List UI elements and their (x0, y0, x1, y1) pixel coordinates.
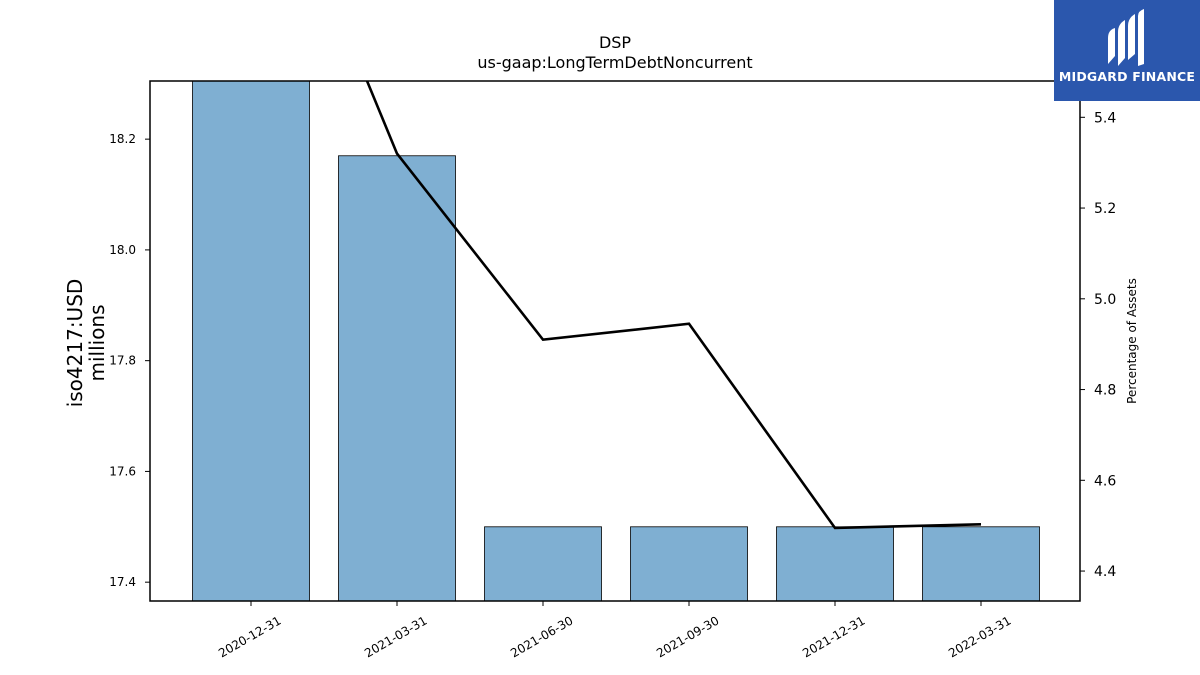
bar-2021-06-30 (484, 526, 602, 601)
y-axis-label: iso4217:USDmillions (63, 279, 109, 408)
x-tick-label: 2021-09-30 (654, 613, 721, 660)
y-tick-label: 18.0 (109, 243, 136, 257)
x-tick-label: 2020-12-31 (216, 613, 283, 660)
y-tick-label: 17.6 (109, 464, 136, 478)
y2-tick-label: 4.8 (1094, 383, 1116, 399)
x-tick-label: 2021-06-30 (508, 613, 575, 660)
chart-title: DSP (599, 33, 631, 52)
x-tick-label: 2021-12-31 (800, 613, 867, 660)
y-tick-label: 17.8 (109, 354, 136, 368)
y-tick-label: 18.2 (109, 132, 136, 146)
bar-2020-12-31 (192, 81, 310, 601)
x-tick-label: 2022-03-31 (946, 613, 1013, 660)
bar-2021-03-31 (338, 155, 456, 601)
logo-text: MIDGARD FINANCE (1058, 69, 1196, 84)
y2-tick-label: 5.4 (1094, 110, 1116, 126)
bar-2021-12-31 (776, 526, 894, 601)
y2-tick-label: 5.2 (1094, 201, 1116, 217)
y2-tick-label: 4.6 (1094, 473, 1116, 489)
line-group (365, 81, 982, 530)
y2-tick-label: 4.4 (1094, 564, 1116, 580)
y2-tick-label: 5.0 (1094, 292, 1116, 308)
percentage-line (365, 81, 982, 530)
plot-frame (149, 80, 1081, 602)
chart-subtitle: us-gaap:LongTermDebtNoncurrent (477, 53, 752, 72)
brand-logo: MIDGARD FINANCE (1054, 0, 1200, 101)
bar-group (192, 81, 1040, 601)
y2-axis-label: Percentage of Assets (1125, 278, 1139, 404)
logo-mark-icon (1108, 9, 1144, 66)
y-tick-label: 17.4 (109, 575, 136, 589)
bar-2021-09-30 (630, 526, 748, 601)
x-tick-label: 2021-03-31 (362, 613, 429, 660)
bar-2022-03-31 (922, 526, 1040, 601)
